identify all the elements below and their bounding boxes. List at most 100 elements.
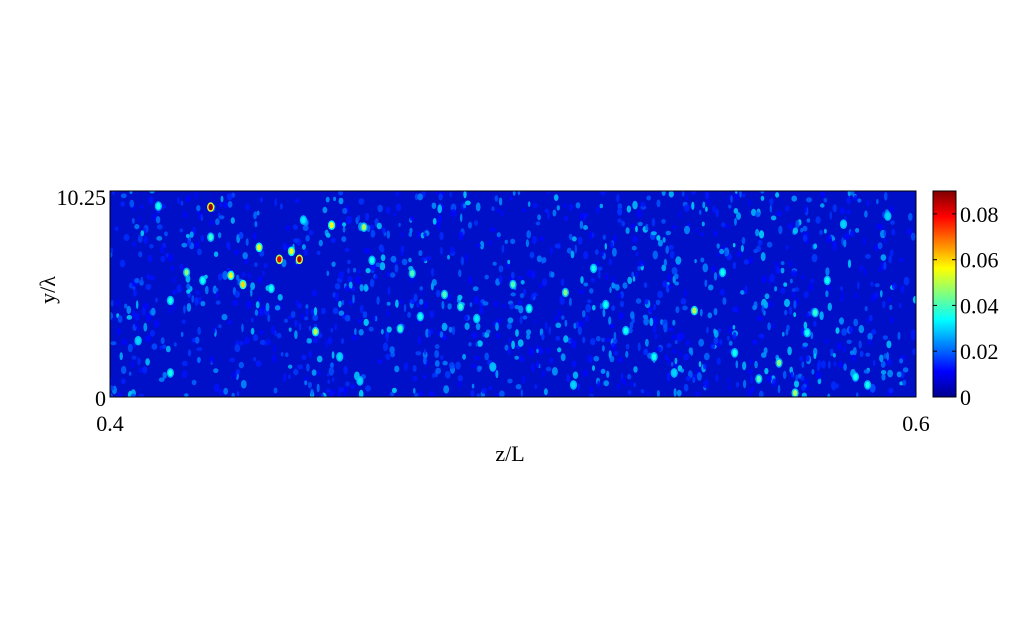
speckle bbox=[732, 331, 737, 340]
speckle bbox=[295, 300, 299, 306]
speckle bbox=[434, 191, 439, 195]
speckle bbox=[217, 232, 222, 239]
hotspot bbox=[623, 327, 628, 334]
speckle bbox=[232, 371, 237, 380]
speckle bbox=[117, 315, 123, 323]
speckle bbox=[509, 303, 515, 310]
speckle bbox=[413, 387, 416, 394]
speckle bbox=[511, 271, 515, 279]
speckle bbox=[535, 221, 541, 226]
speckle bbox=[244, 336, 250, 345]
speckle bbox=[386, 230, 391, 239]
speckle bbox=[528, 348, 534, 357]
speckle bbox=[820, 203, 825, 208]
hotspot bbox=[490, 363, 495, 371]
speckle bbox=[514, 355, 519, 360]
speckle bbox=[498, 197, 503, 206]
speckle bbox=[191, 379, 197, 386]
speckle bbox=[678, 210, 682, 219]
speckle bbox=[394, 264, 399, 273]
speckle bbox=[826, 234, 832, 244]
speckle bbox=[460, 213, 463, 223]
speckle bbox=[566, 247, 572, 254]
speckle bbox=[385, 206, 391, 214]
hotspot bbox=[156, 202, 161, 210]
speckle bbox=[325, 196, 330, 203]
speckle bbox=[112, 191, 115, 195]
speckle bbox=[854, 292, 858, 300]
speckle bbox=[510, 292, 516, 297]
speckle bbox=[184, 393, 189, 397]
hotspot bbox=[329, 222, 334, 229]
speckle bbox=[571, 340, 577, 349]
speckle bbox=[475, 323, 481, 331]
hotspot bbox=[603, 301, 608, 308]
speckle bbox=[602, 345, 605, 352]
hotspot bbox=[885, 212, 890, 220]
speckle bbox=[825, 290, 829, 298]
speckle bbox=[292, 224, 298, 230]
speckle bbox=[336, 219, 342, 229]
speckle bbox=[288, 374, 291, 380]
speckle bbox=[479, 307, 484, 314]
speckle bbox=[735, 191, 738, 194]
speckle bbox=[387, 286, 391, 295]
speckle bbox=[589, 233, 592, 240]
hotspot bbox=[591, 265, 596, 272]
speckle bbox=[259, 308, 264, 315]
speckle bbox=[423, 374, 427, 380]
speckle bbox=[218, 324, 222, 329]
speckle bbox=[198, 212, 203, 221]
speckle bbox=[458, 231, 464, 241]
speckle bbox=[662, 237, 666, 243]
hotspot bbox=[692, 307, 697, 314]
speckle bbox=[160, 337, 165, 345]
speckle bbox=[481, 387, 487, 394]
speckle bbox=[385, 353, 391, 360]
speckle bbox=[602, 308, 606, 318]
speckle bbox=[546, 191, 549, 195]
speckle bbox=[656, 235, 661, 241]
speckle bbox=[276, 332, 282, 339]
speckle bbox=[470, 389, 475, 397]
speckle bbox=[219, 202, 223, 208]
speckle bbox=[701, 221, 705, 227]
speckle bbox=[657, 290, 663, 299]
speckle bbox=[302, 225, 309, 231]
speckle bbox=[215, 292, 219, 299]
speckle bbox=[769, 198, 774, 206]
speckle bbox=[617, 383, 621, 390]
speckle bbox=[327, 336, 333, 345]
speckle bbox=[422, 351, 428, 359]
speckle bbox=[437, 222, 441, 231]
speckle bbox=[234, 344, 241, 353]
speckle bbox=[764, 367, 769, 375]
speckle bbox=[899, 381, 904, 386]
speckle bbox=[284, 318, 288, 323]
speckle bbox=[650, 231, 657, 236]
speckle bbox=[221, 313, 228, 321]
speckle bbox=[748, 199, 751, 207]
speckle bbox=[635, 225, 638, 233]
speckle bbox=[583, 282, 589, 287]
speckle bbox=[495, 392, 500, 397]
speckle bbox=[237, 280, 241, 286]
speckle bbox=[230, 217, 235, 224]
speckle bbox=[330, 237, 336, 244]
speckle bbox=[341, 300, 345, 306]
speckle bbox=[828, 360, 831, 369]
speckle bbox=[120, 201, 126, 207]
speckle bbox=[811, 253, 818, 263]
speckle bbox=[183, 305, 186, 314]
speckle bbox=[225, 241, 231, 249]
speckle bbox=[192, 337, 196, 343]
colorbar-tick-label: 0 bbox=[960, 385, 971, 410]
hotspot bbox=[805, 329, 810, 336]
speckle bbox=[451, 326, 456, 335]
speckle bbox=[680, 298, 687, 305]
speckle bbox=[577, 383, 581, 391]
speckle bbox=[467, 276, 473, 285]
speckle bbox=[285, 352, 289, 358]
speckle bbox=[583, 251, 589, 260]
speckle bbox=[883, 237, 887, 244]
